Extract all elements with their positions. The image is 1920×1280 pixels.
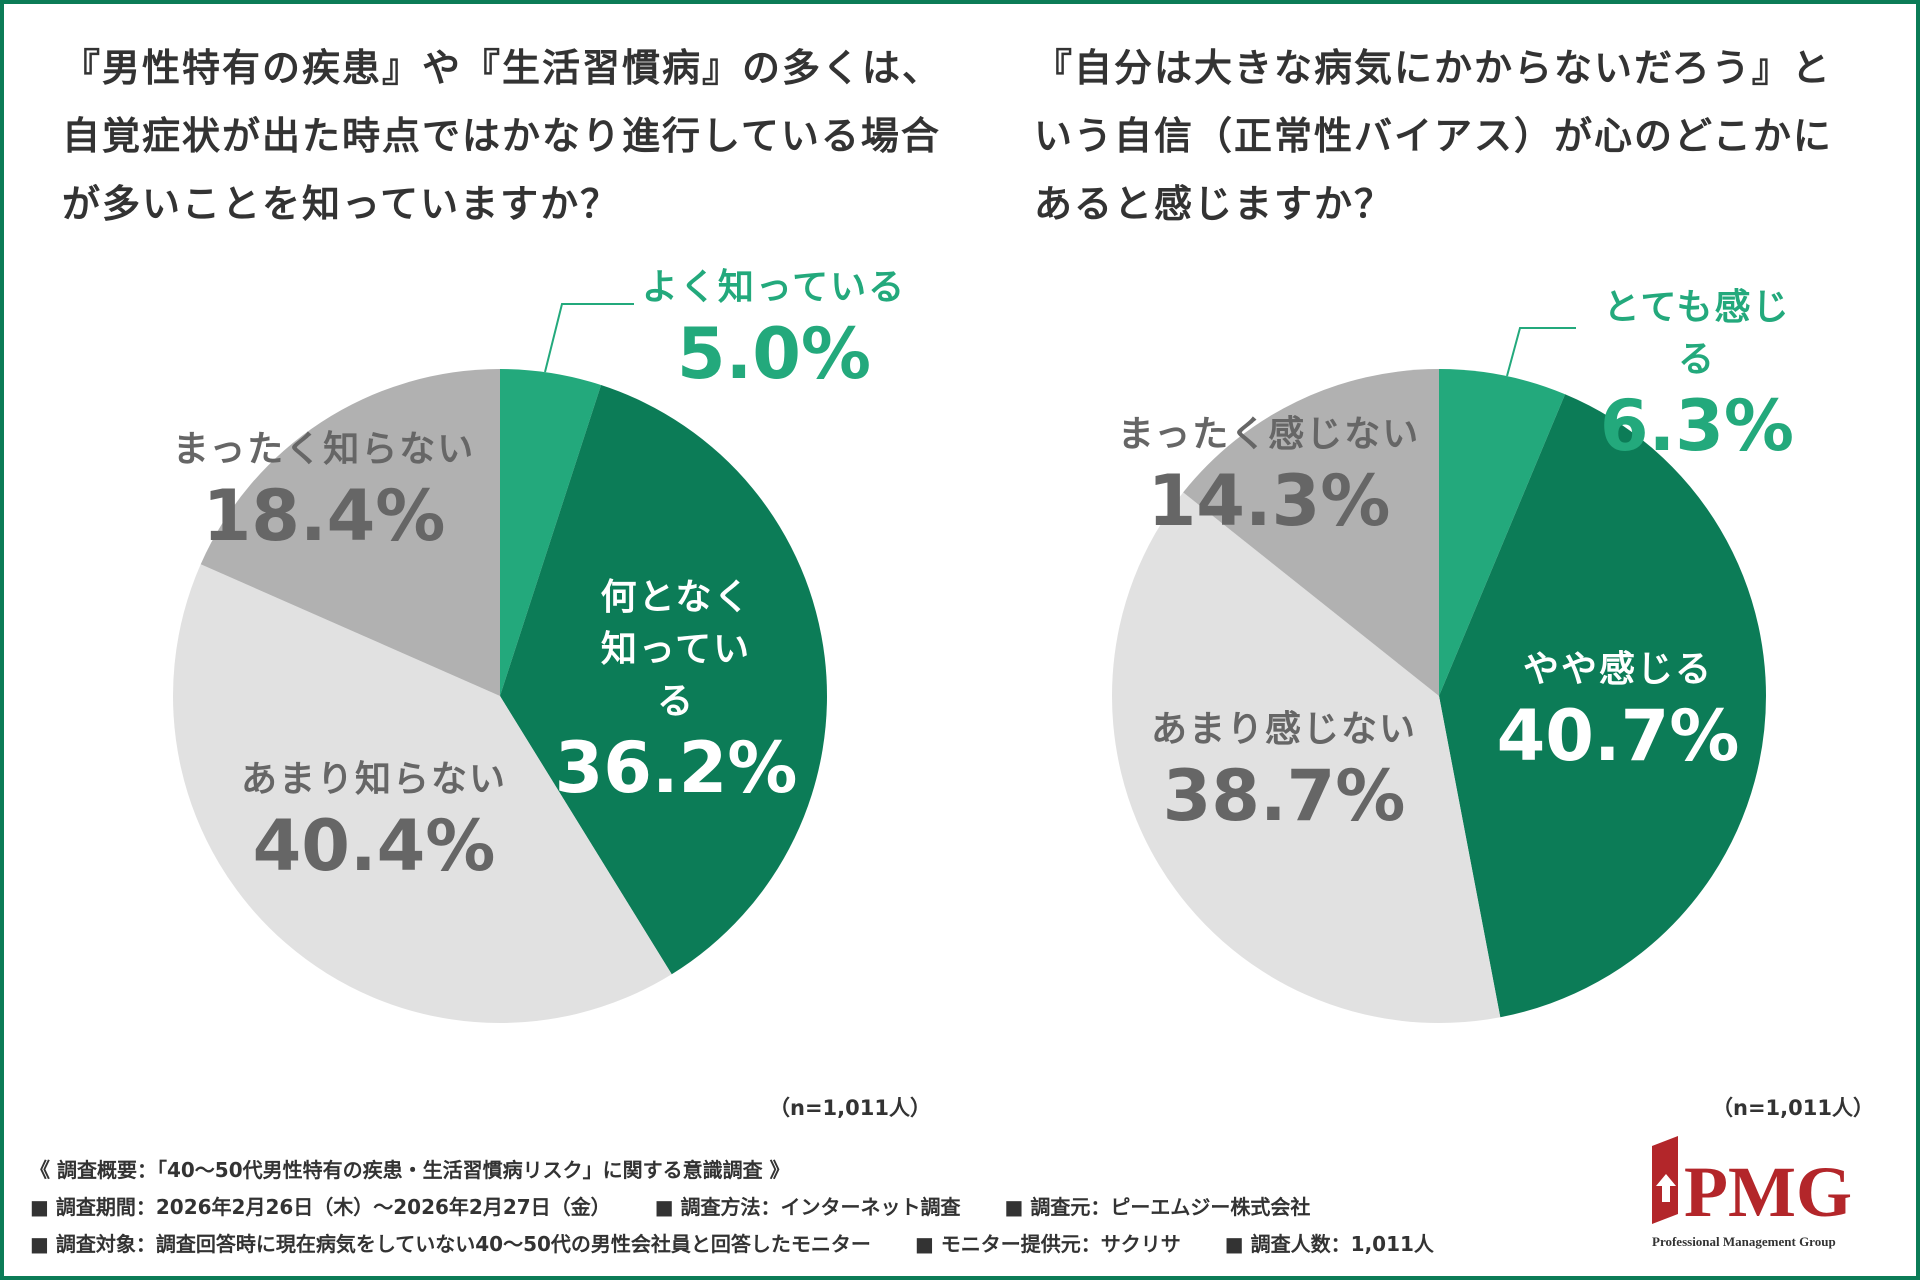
value-label: 38.7%	[1162, 755, 1406, 837]
value-label: 36.2%	[554, 727, 798, 809]
category-label: まったく感じない	[1117, 414, 1421, 455]
pie-slice	[1439, 394, 1766, 1018]
footer-item: ■ 調査元：ピーエムジー株式会社	[1004, 1195, 1311, 1219]
value-label: 14.3%	[1147, 460, 1391, 542]
pie-slice	[1183, 369, 1439, 696]
value-label: 6.3%	[1599, 385, 1795, 467]
chart-title: 『自分は大きな病気にかからないだろう』という自信（正常性バイアス）が心のどこかに…	[1034, 46, 1833, 226]
footer-row: ■ 調査対象：調査回答時に現在病気をしていない40〜50代の男性会社員と回答した…	[30, 1226, 1434, 1263]
pie-slice	[1439, 369, 1566, 696]
footer-item: ■ 調査対象：調査回答時に現在病気をしていない40〜50代の男性会社員と回答した…	[30, 1232, 871, 1256]
logo-name: PMG	[1684, 1152, 1852, 1232]
leader-line	[1506, 327, 1576, 377]
value-label: 40.4%	[252, 805, 496, 887]
pie-slice	[1112, 492, 1501, 1024]
category-label: まったく知らない	[172, 429, 476, 470]
pie-slice	[172, 564, 672, 1024]
category-label: よく知っている	[641, 267, 907, 308]
footer-item: ■ モニター提供元：サクリサ	[914, 1232, 1181, 1256]
value-label: 40.7%	[1496, 695, 1740, 777]
sample-note: （n=1,011人）	[1712, 1096, 1874, 1120]
footer-item: ■ 調査期間：2026年2月26日（木）〜2026年2月27日（金）	[30, 1195, 611, 1219]
value-label: 5.0%	[676, 313, 872, 395]
pie-slice	[200, 369, 501, 696]
slice-label: やや感じる 40.7%	[1497, 644, 1740, 776]
slice-label: まったく感じない 14.3%	[1118, 409, 1421, 541]
category-label: とても感じる	[1603, 287, 1791, 380]
logo: PMG Professional Management Group	[1652, 1136, 1852, 1249]
footer-row: ■ 調査期間：2026年2月26日（木）〜2026年2月27日（金） ■ 調査方…	[30, 1189, 1434, 1226]
leader-line	[544, 303, 634, 373]
footer-item: ■ 調査方法：インターネット調査	[654, 1195, 961, 1219]
slice-label: あまり感じない 38.7%	[1151, 704, 1417, 836]
category-label: あまり感じない	[1150, 709, 1418, 750]
value-label: 18.4%	[202, 475, 446, 557]
logo-icon	[1656, 1174, 1676, 1202]
category-label: あまり知らない	[240, 759, 508, 800]
chart	[172, 303, 1766, 1024]
slice-label: まったく知らない 18.4%	[173, 424, 476, 556]
slice-label: とても感じる 6.3%	[1588, 282, 1807, 466]
slice-label: 何となく知っている 36.2%	[555, 572, 798, 808]
footer: 《 調査概要：「40〜50代男性特有の疾患・生活習慣病リスク」に関する意識調査 …	[30, 1152, 1434, 1263]
category-label: 何となく知っている	[600, 577, 752, 722]
slice-label: あまり知らない 40.4%	[241, 754, 507, 886]
chart-title: 『男性特有の疾患』や『生活習慣病』の多くは、自覚症状が出た時点ではかなり進行して…	[62, 46, 943, 226]
pie-slice	[500, 369, 602, 696]
footer-item: ■ 調査人数：1,011人	[1224, 1232, 1434, 1256]
logo-tagline: Professional Management Group	[1652, 1234, 1836, 1249]
slice-label: よく知っている 5.0%	[642, 262, 906, 394]
sample-note: （n=1,011人）	[769, 1096, 931, 1120]
category-label: やや感じる	[1522, 649, 1714, 690]
pie-slice	[500, 385, 828, 975]
footer-heading: 《 調査概要：「40〜50代男性特有の疾患・生活習慣病リスク」に関する意識調査 …	[30, 1158, 790, 1182]
